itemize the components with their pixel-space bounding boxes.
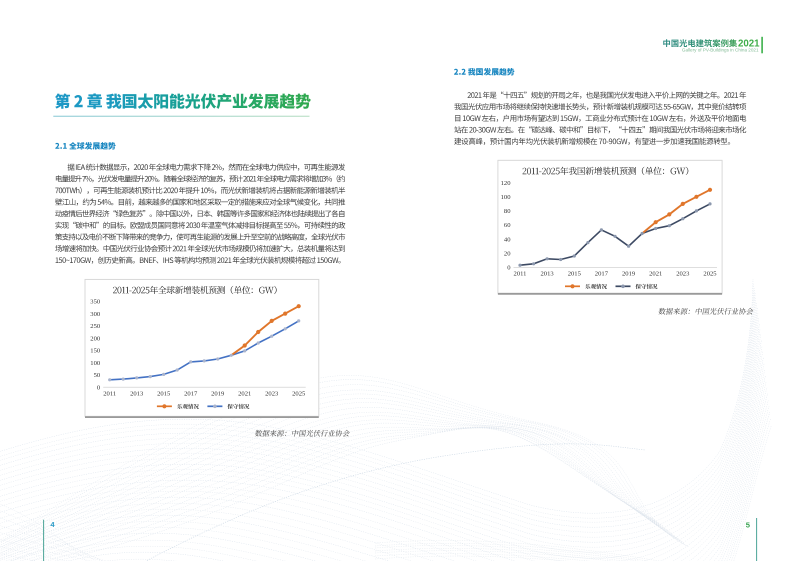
svg-text:2021: 2021 — [738, 38, 760, 49]
svg-text:2025: 2025 — [703, 271, 717, 278]
svg-text:300: 300 — [90, 311, 101, 318]
svg-text:Gallery of PV-Buildings in Chi: Gallery of PV-Buildings in China 2021 — [682, 48, 759, 53]
svg-text:2011: 2011 — [103, 391, 116, 398]
svg-text:150: 150 — [90, 348, 101, 355]
svg-text:80: 80 — [504, 208, 511, 215]
svg-text:120: 120 — [501, 180, 512, 187]
svg-text:2023: 2023 — [265, 391, 279, 398]
svg-text:20: 20 — [504, 250, 511, 257]
svg-text:2021: 2021 — [649, 271, 662, 278]
svg-text:50: 50 — [94, 372, 101, 379]
svg-text:4: 4 — [50, 520, 55, 529]
svg-text:2013: 2013 — [130, 391, 144, 398]
svg-text:2015: 2015 — [568, 271, 582, 278]
svg-text:0: 0 — [97, 384, 101, 391]
svg-text:0: 0 — [507, 265, 511, 272]
svg-text:350: 350 — [90, 299, 101, 306]
svg-text:100: 100 — [501, 194, 512, 201]
svg-text:2017: 2017 — [184, 391, 198, 398]
svg-text:2023: 2023 — [676, 271, 690, 278]
svg-text:60: 60 — [504, 222, 511, 229]
svg-text:2025: 2025 — [292, 391, 306, 398]
svg-text:5: 5 — [746, 521, 751, 530]
svg-text:2017: 2017 — [595, 271, 609, 278]
svg-text:2015: 2015 — [157, 391, 171, 398]
svg-text:2019: 2019 — [211, 391, 225, 398]
svg-text:2021: 2021 — [238, 391, 251, 398]
svg-text:2019: 2019 — [622, 271, 636, 278]
svg-text:40: 40 — [504, 236, 511, 243]
svg-text:2013: 2013 — [541, 271, 555, 278]
svg-text:250: 250 — [90, 323, 101, 330]
svg-text:2011: 2011 — [514, 271, 527, 278]
svg-text:100: 100 — [90, 360, 101, 367]
svg-text:200: 200 — [90, 335, 101, 342]
